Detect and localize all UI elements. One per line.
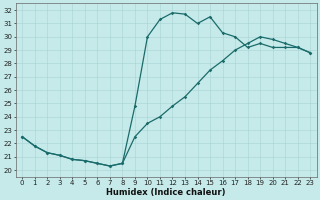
X-axis label: Humidex (Indice chaleur): Humidex (Indice chaleur): [107, 188, 226, 197]
